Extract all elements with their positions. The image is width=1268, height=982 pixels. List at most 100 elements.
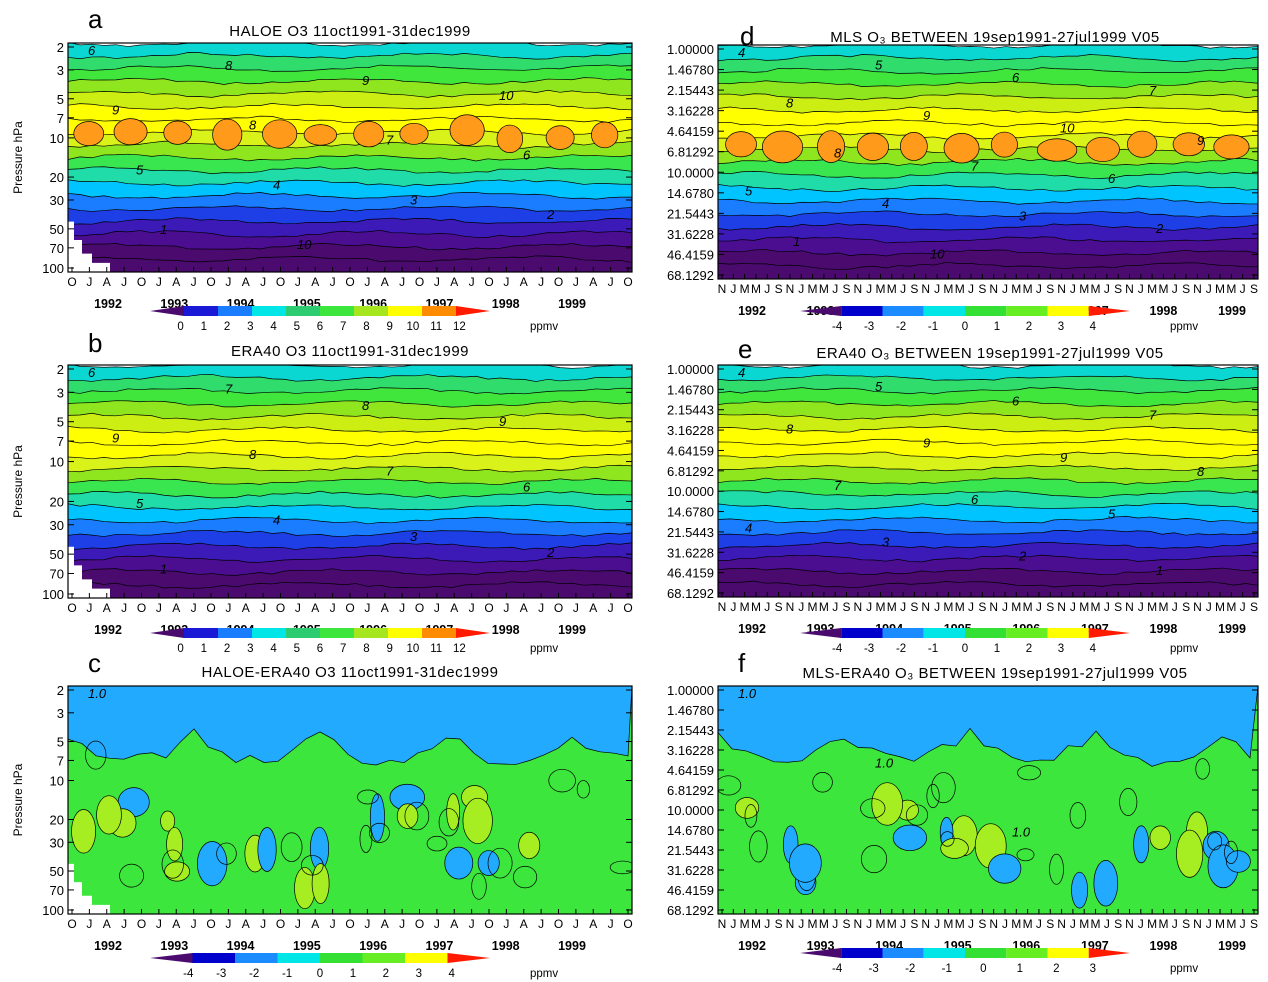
contour-label: 1	[793, 234, 800, 249]
panel-title: MLS-ERA40 O₃ BETWEEN 19sep1991-27jul1999…	[803, 665, 1188, 682]
year-label: 1992	[94, 297, 122, 311]
colorbar-segment	[965, 628, 1007, 638]
x-tick-label: J	[469, 917, 475, 931]
contour-label: 6	[1012, 70, 1020, 85]
contour-line	[471, 872, 487, 900]
colorbar-tick: -2	[896, 321, 906, 333]
colorbar-tick: 4	[1090, 643, 1097, 655]
x-tick-label: J	[1138, 600, 1144, 614]
x-tick-label: S	[1046, 282, 1054, 296]
contour-label: 2	[1155, 221, 1164, 236]
x-tick-label: M	[1215, 600, 1225, 614]
x-tick-label: N	[921, 917, 930, 931]
contour-line	[301, 855, 324, 876]
colorbar-segment	[1047, 306, 1089, 316]
colorbar-segment	[1047, 628, 1089, 638]
y-tick-label: 100	[42, 903, 64, 918]
x-tick-label: S	[1250, 917, 1258, 931]
colorbar-tick: 2	[1026, 643, 1032, 655]
plot-area-c	[68, 686, 632, 914]
y-tick-label: 3.16228	[667, 423, 714, 438]
colorbar-unit: ppmv	[1170, 321, 1198, 333]
x-tick-label: M	[1079, 282, 1089, 296]
x-tick-label: M	[1158, 917, 1168, 931]
x-tick-label: J	[1070, 282, 1076, 296]
difference-patch	[988, 853, 1022, 884]
difference-patch	[1093, 860, 1119, 907]
contour-line	[905, 804, 928, 826]
x-tick-label: M	[808, 600, 818, 614]
x-tick-label: J	[1240, 600, 1246, 614]
colorbar-segment	[882, 628, 924, 638]
contour-label: 7	[1149, 407, 1157, 422]
x-tick-label: O	[276, 601, 285, 615]
x-tick-label: M	[808, 282, 818, 296]
colorbar-tick: 4	[449, 968, 456, 980]
x-tick-label: O	[276, 275, 285, 289]
ozone-maximum	[163, 120, 192, 145]
x-tick-label: J	[225, 275, 231, 289]
y-tick-label: 14.6780	[667, 186, 714, 201]
y-tick-label: 5	[57, 92, 64, 107]
colorbar-tick: 1	[994, 643, 1000, 655]
colorbar-segment	[800, 948, 842, 958]
contour-line	[426, 835, 448, 852]
y-tick-label: 50	[50, 864, 64, 879]
contour-label: 8	[1197, 464, 1205, 479]
difference-patch	[871, 782, 903, 826]
x-tick-label: S	[1114, 282, 1122, 296]
y-tick-label: 10.0000	[667, 484, 714, 499]
contour-label: 8	[249, 447, 257, 462]
y-tick-label: 3.16228	[667, 743, 714, 758]
colorbar-segment	[882, 306, 924, 316]
plot-area-a	[68, 43, 632, 272]
difference-patch	[166, 827, 184, 862]
colorbar-tick: 1	[201, 321, 207, 333]
contour-label: 1	[160, 562, 167, 577]
x-tick-label: M	[1023, 917, 1033, 931]
y-tick-label: 1.46780	[667, 63, 714, 78]
panel-letter: f	[738, 648, 746, 678]
missing-data	[68, 221, 110, 272]
colorbar-segment	[150, 306, 184, 316]
colorbar-unit: ppmv	[530, 968, 558, 980]
difference-patch	[1149, 825, 1171, 850]
ozone-maximum	[113, 118, 148, 146]
y-tick-label: 10	[50, 455, 64, 470]
contour-band	[68, 255, 632, 272]
colorbar-segment	[362, 953, 405, 963]
contour-line	[280, 832, 303, 862]
ozone-maximum	[817, 130, 846, 163]
x-tick-label: N	[989, 917, 998, 931]
colorbar-segment	[320, 306, 354, 316]
x-tick-label: A	[242, 917, 250, 931]
x-tick-label: J	[1206, 917, 1212, 931]
plot-area-f	[718, 686, 1258, 914]
x-tick-label: A	[450, 917, 458, 931]
difference-patch	[446, 793, 461, 831]
contour-label: 7	[1149, 83, 1157, 98]
contour-label: 10	[930, 246, 945, 261]
x-tick-label: N	[1125, 600, 1134, 614]
y-tick-label: 50	[50, 547, 64, 562]
contour-label: 1.0	[875, 755, 894, 770]
x-tick-label: J	[399, 601, 405, 615]
x-tick-label: J	[608, 917, 614, 931]
x-tick-label: O	[484, 917, 493, 931]
x-tick-label: J	[121, 917, 127, 931]
panel-letter: d	[740, 21, 754, 51]
y-tick-label: 30	[50, 518, 64, 533]
y-tick-label: 21.5443	[667, 525, 714, 540]
contour-label: 4	[273, 177, 280, 192]
difference-patch	[444, 846, 474, 880]
colorbar-segment	[184, 628, 218, 638]
x-tick-label: J	[1104, 917, 1110, 931]
x-tick-label: M	[751, 917, 761, 931]
year-label: 1999	[558, 939, 586, 953]
x-tick-label: O	[554, 601, 563, 615]
x-tick-label: M	[1226, 917, 1236, 931]
contour-line	[369, 822, 390, 843]
colorbar-tick: -1	[282, 968, 292, 980]
year-label: 1998	[1150, 304, 1178, 318]
colorbar-segment	[150, 628, 184, 638]
